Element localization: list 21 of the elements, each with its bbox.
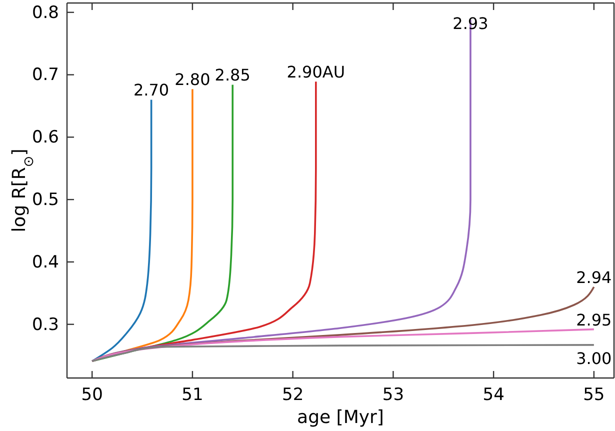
x-tick-label: 51	[182, 385, 204, 406]
x-tick-label: 55	[583, 385, 605, 406]
line-series	[91, 98, 152, 362]
line-series	[91, 84, 234, 362]
annotation: 3.00	[576, 348, 612, 368]
y-tick-label: 0.3	[32, 314, 59, 335]
x-axis-title: age [Myr]	[297, 407, 384, 428]
annotation: 2.94	[576, 267, 612, 286]
y-tick-label: 0.8	[32, 2, 59, 23]
annotation: 2.80	[174, 70, 210, 89]
y-tick-label: 0.7	[32, 65, 59, 86]
x-tick-label: 52	[282, 385, 304, 406]
annotation: 2.85	[214, 65, 250, 84]
annotation: 2.90AU	[286, 62, 346, 82]
annotation: 2.95	[576, 310, 612, 329]
annotation: 2.70	[133, 80, 170, 100]
x-tick-label: 50	[81, 385, 103, 406]
y-tick-label: 0.6	[32, 128, 59, 148]
y-tick-label: 0.4	[32, 252, 59, 272]
x-tick-label: 53	[382, 385, 404, 406]
x-tick-label: 54	[482, 385, 504, 406]
